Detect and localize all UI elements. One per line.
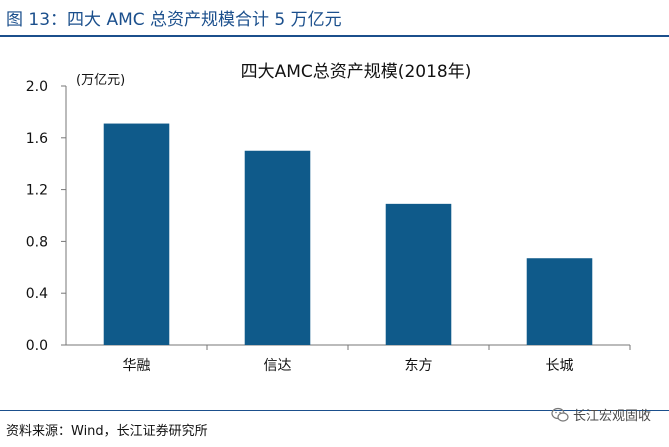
- bottom-rule: [0, 410, 669, 411]
- watermark-text: 长江宏观固收: [572, 409, 651, 424]
- bar-0: [103, 123, 170, 346]
- bars: [103, 123, 593, 346]
- figure-title: 图 13：四大 AMC 总资产规模合计 5 万亿元: [6, 10, 342, 30]
- bar-2: [385, 203, 452, 345]
- y-tick-label: 2.0: [26, 79, 48, 95]
- y-axis-ticks: 0.0 0.4 0.8 1.2 1.6 2.0: [26, 79, 66, 354]
- x-category-label: 长城: [546, 358, 574, 374]
- chart-title: 四大AMC总资产规模(2018年): [241, 62, 472, 82]
- bar-3: [526, 258, 593, 345]
- wechat-icon: [551, 407, 569, 422]
- y-tick-label: 1.2: [26, 183, 48, 199]
- x-axis-labels: 华融 信达 东方 长城: [123, 345, 631, 374]
- y-tick-label: 1.6: [26, 131, 48, 147]
- title-rule: [0, 35, 669, 37]
- y-axis-unit-label: (万亿元): [76, 73, 125, 88]
- x-category-label: 华融: [123, 358, 151, 374]
- x-category-label: 东方: [405, 358, 433, 374]
- y-tick-label: 0.4: [26, 286, 48, 302]
- x-category-label: 信达: [264, 358, 292, 374]
- source-note: 资料来源：Wind，长江证券研究所: [6, 424, 208, 439]
- y-tick-label: 0.8: [26, 234, 48, 250]
- y-tick-label: 0.0: [26, 338, 48, 354]
- watermark: 长江宏观固收: [551, 405, 651, 424]
- bar-1: [244, 150, 311, 345]
